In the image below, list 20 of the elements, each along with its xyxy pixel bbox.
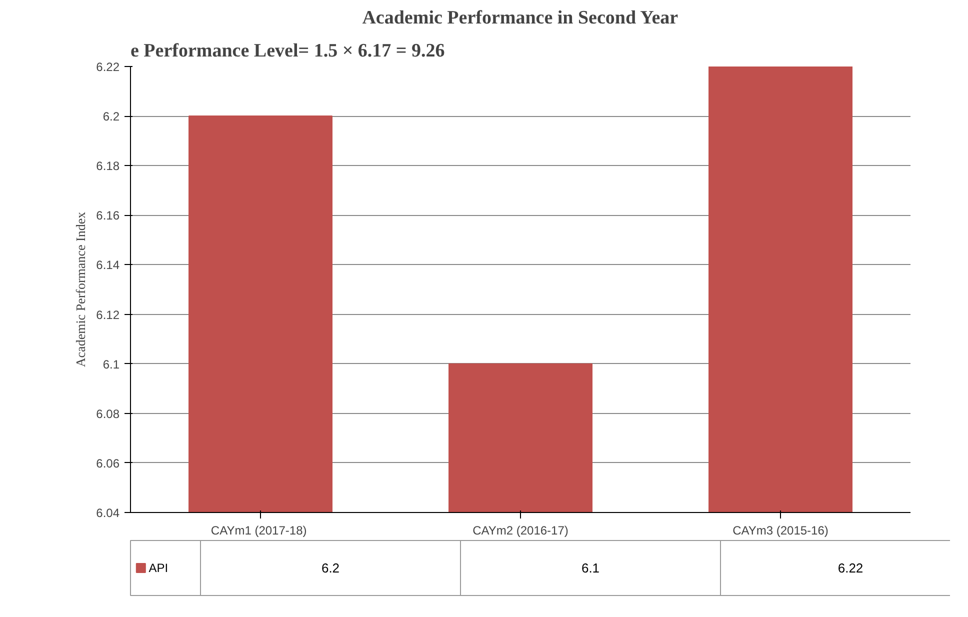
y-tick-label: 6.06 [96,456,120,470]
data-label: 6.2 [321,560,340,576]
data-label: 6.22 [838,560,864,576]
chart-title: Academic Performance in Second Year [362,8,679,28]
x-tick-label: CAYm1 (2017-18) [210,524,307,538]
y-tick-label: 6.14 [96,258,120,272]
x-tick-label: CAYm3 (2015-16) [732,524,828,538]
x-tick-label: CAYm2 (2016-17) [472,524,568,538]
y-tick-label: 6.08 [96,406,120,421]
y-tick-label: 6.22 [96,60,120,74]
y-tick-label: 6.2 [102,110,120,124]
data-label: 6.1 [581,560,600,576]
y-tick-label: 6.1 [102,357,120,372]
text: e Performance Level= 1.5 × 6.17 = 9.26 [130,40,445,62]
y-tick-label: 6.18 [96,159,120,174]
y-axis-title: Academic Performance Index [73,211,88,368]
y-tick-label: 6.04 [96,506,120,520]
y-tick-label: 6.12 [96,308,120,322]
y-tick-label: 6.16 [96,208,120,223]
legend-label: API [148,561,168,575]
